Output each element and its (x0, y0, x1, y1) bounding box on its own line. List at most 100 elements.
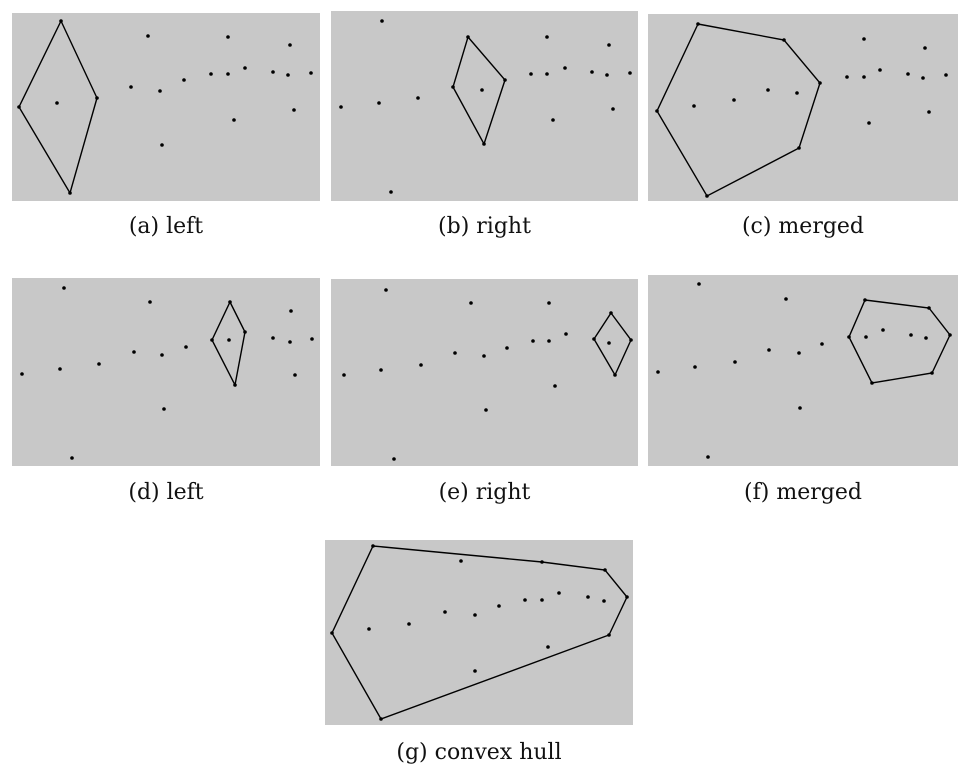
panel-f-point (909, 333, 913, 337)
panel-f-point (930, 371, 934, 375)
panel-a-point (95, 96, 99, 100)
panel-a-point (59, 19, 63, 23)
panel-g-point (540, 598, 544, 602)
panel-f-point (924, 336, 928, 340)
panel-f-point (927, 306, 931, 310)
panel-c-point (927, 110, 931, 114)
panel-g-hull (331, 545, 628, 720)
panel-b-points (339, 19, 632, 194)
caption-b: (b) right (438, 214, 531, 239)
panel-b-point (607, 43, 611, 47)
panel-e-point (484, 408, 488, 412)
panel-a-background (12, 13, 320, 201)
panel-a-point (309, 71, 313, 75)
panel-e-point (384, 288, 388, 292)
panel-a-point (209, 72, 213, 76)
panel-e-point (564, 332, 568, 336)
panel-d-point (293, 373, 297, 377)
panel-g-background (325, 540, 633, 725)
panel-b-point (482, 142, 486, 146)
panel-e-point (531, 339, 535, 343)
panel-c-point (845, 75, 849, 79)
panel-b-point (590, 70, 594, 74)
panel-b-point (416, 96, 420, 100)
panel-a-point (68, 191, 72, 195)
panel-d-point (310, 337, 314, 341)
panel-g-point (546, 645, 550, 649)
caption-g: (g) convex hull (396, 740, 562, 765)
panel-b-point (563, 66, 567, 70)
panel-f-point (706, 455, 710, 459)
panel-b-point (545, 35, 549, 39)
panel-c-point (732, 98, 736, 102)
panel-e-point (613, 373, 617, 377)
panel-d-canvas (12, 278, 320, 466)
panel-e-point (505, 346, 509, 350)
panel-a-point (55, 101, 59, 105)
panel-g-point (443, 610, 447, 614)
panel-f-point (863, 298, 867, 302)
panel-c-point (795, 91, 799, 95)
panel-g-canvas (325, 540, 633, 725)
panel-c-point (797, 146, 801, 150)
panel-f-point (697, 282, 701, 286)
panel-e-point (419, 363, 423, 367)
panel-d-point (271, 336, 275, 340)
caption-a: (a) left (128, 214, 204, 239)
panel-d-background (12, 278, 320, 466)
panel-a-point (243, 66, 247, 70)
panel-e-point (482, 354, 486, 358)
panel-g-point (330, 631, 334, 635)
panel-d-point (289, 309, 293, 313)
panel-b-point (377, 101, 381, 105)
panel-e-point (553, 384, 557, 388)
caption-c: (c) merged (741, 214, 865, 239)
panel-b-point (605, 73, 609, 77)
panel-f-points (656, 282, 952, 459)
panel-d-point (243, 330, 247, 334)
panel-f-point (656, 370, 660, 374)
panel-e-point (607, 341, 611, 345)
panel-c-point (921, 76, 925, 80)
panel-c-point (867, 121, 871, 125)
panel-d-point (97, 362, 101, 366)
panel-f-point (693, 365, 697, 369)
panel-c-point (862, 37, 866, 41)
panel-g-point (473, 669, 477, 673)
panel-b-point (503, 78, 507, 82)
panel-c-point (862, 75, 866, 79)
panel-b-point (611, 107, 615, 111)
panel-c-points (655, 22, 948, 198)
panel-e-point (547, 339, 551, 343)
panel-e-canvas (331, 279, 638, 466)
panel-a-point (271, 70, 275, 74)
panel-f-point (733, 360, 737, 364)
panel-b-point (545, 72, 549, 76)
panel-g-points (330, 544, 629, 721)
panel-g-point (367, 627, 371, 631)
panel-a-point (129, 85, 133, 89)
panel-a-point (226, 35, 230, 39)
caption-e: (e) right (438, 480, 531, 505)
panel-f-point (948, 333, 952, 337)
panel-e-point (379, 368, 383, 372)
panel-c-point (944, 73, 948, 77)
panel-d-point (233, 383, 237, 387)
panel-g-point (371, 544, 375, 548)
panel-g-point (603, 568, 607, 572)
panel-d-point (132, 350, 136, 354)
panel-d-point (210, 338, 214, 342)
panel-g-point (473, 613, 477, 617)
panel-e (331, 279, 638, 466)
panel-b-point (628, 71, 632, 75)
panel-b-point (551, 118, 555, 122)
panel-g-point (379, 717, 383, 721)
panel-a-point (160, 143, 164, 147)
panel-e-point (547, 301, 551, 305)
panel-f-canvas (648, 275, 958, 466)
panel-a-point (292, 108, 296, 112)
panel-a-point (182, 78, 186, 82)
panel-a-point (232, 118, 236, 122)
panel-b (331, 11, 638, 201)
panel-d (12, 278, 320, 466)
